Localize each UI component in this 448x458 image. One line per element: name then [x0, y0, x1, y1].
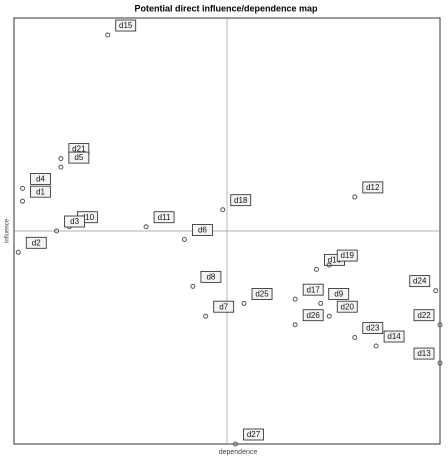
label-box	[243, 428, 264, 441]
point-label: d13	[417, 349, 431, 358]
point-label: d7	[219, 302, 228, 311]
point-label: d19	[341, 251, 355, 260]
label-box	[302, 309, 324, 322]
label-box	[328, 288, 350, 300]
point-label: d22	[417, 311, 431, 320]
point	[292, 322, 298, 328]
point	[15, 249, 21, 255]
point-label: d20	[341, 302, 355, 311]
label-box	[64, 215, 85, 228]
y-axis-label: influence	[5, 218, 11, 243]
label-box	[336, 300, 358, 313]
point	[20, 198, 26, 204]
label-box	[362, 322, 384, 334]
label-box	[383, 330, 405, 343]
point-label: d18	[234, 196, 248, 205]
point-label: d4	[36, 175, 45, 184]
point-label: d9	[334, 290, 343, 299]
point	[220, 207, 226, 213]
point	[352, 194, 358, 200]
point-label: d8	[206, 272, 215, 281]
point	[437, 360, 443, 366]
label-box	[302, 283, 324, 296]
point-label: d25	[255, 290, 269, 299]
label-box	[25, 236, 47, 249]
point	[318, 300, 324, 306]
point	[143, 224, 149, 230]
point-label: d14	[387, 332, 401, 341]
point	[233, 441, 239, 447]
chart-title: Potential direct influence/dependence ma…	[134, 3, 318, 13]
point-label: d1	[36, 187, 45, 196]
point	[292, 296, 298, 302]
point-label: d5	[74, 153, 83, 162]
label-box	[413, 347, 435, 360]
label-box	[362, 181, 384, 194]
point	[373, 343, 379, 349]
point	[326, 262, 332, 268]
point	[326, 313, 332, 319]
point	[352, 335, 358, 340]
label-box	[191, 224, 213, 236]
point-label: d12	[366, 183, 380, 192]
point-label: d21	[72, 145, 86, 154]
point-label: d17	[306, 285, 320, 294]
point-label: d27	[247, 430, 261, 439]
point-label: d2	[32, 238, 41, 247]
point	[313, 266, 319, 272]
point	[437, 322, 443, 328]
point-label: d15	[119, 21, 133, 30]
point	[58, 164, 64, 170]
label-box	[413, 309, 435, 322]
point-label: d10	[81, 213, 95, 222]
point	[203, 313, 209, 319]
label-box	[68, 151, 90, 164]
x-axis-label: dependence	[219, 449, 258, 456]
point	[20, 185, 26, 191]
label-box	[409, 275, 431, 288]
label-box	[251, 288, 273, 300]
point	[54, 228, 60, 234]
point	[181, 237, 187, 243]
point	[105, 32, 111, 38]
point-label: d6	[198, 226, 207, 235]
point-label: d26	[306, 311, 320, 320]
label-box	[230, 194, 252, 207]
label-box	[30, 172, 51, 185]
label-box	[30, 185, 51, 198]
label-box	[153, 211, 175, 224]
label-box	[115, 19, 137, 32]
point-label: d11	[158, 213, 171, 222]
label-box	[336, 249, 358, 262]
label-box	[213, 300, 235, 313]
point-label: d24	[413, 277, 427, 286]
point	[241, 300, 247, 306]
label-box	[200, 270, 222, 283]
point-label: d23	[366, 324, 380, 333]
point	[190, 283, 196, 289]
point-label: d3	[70, 217, 79, 226]
point	[58, 156, 64, 162]
point	[433, 288, 439, 294]
point-label: d16	[328, 255, 342, 264]
